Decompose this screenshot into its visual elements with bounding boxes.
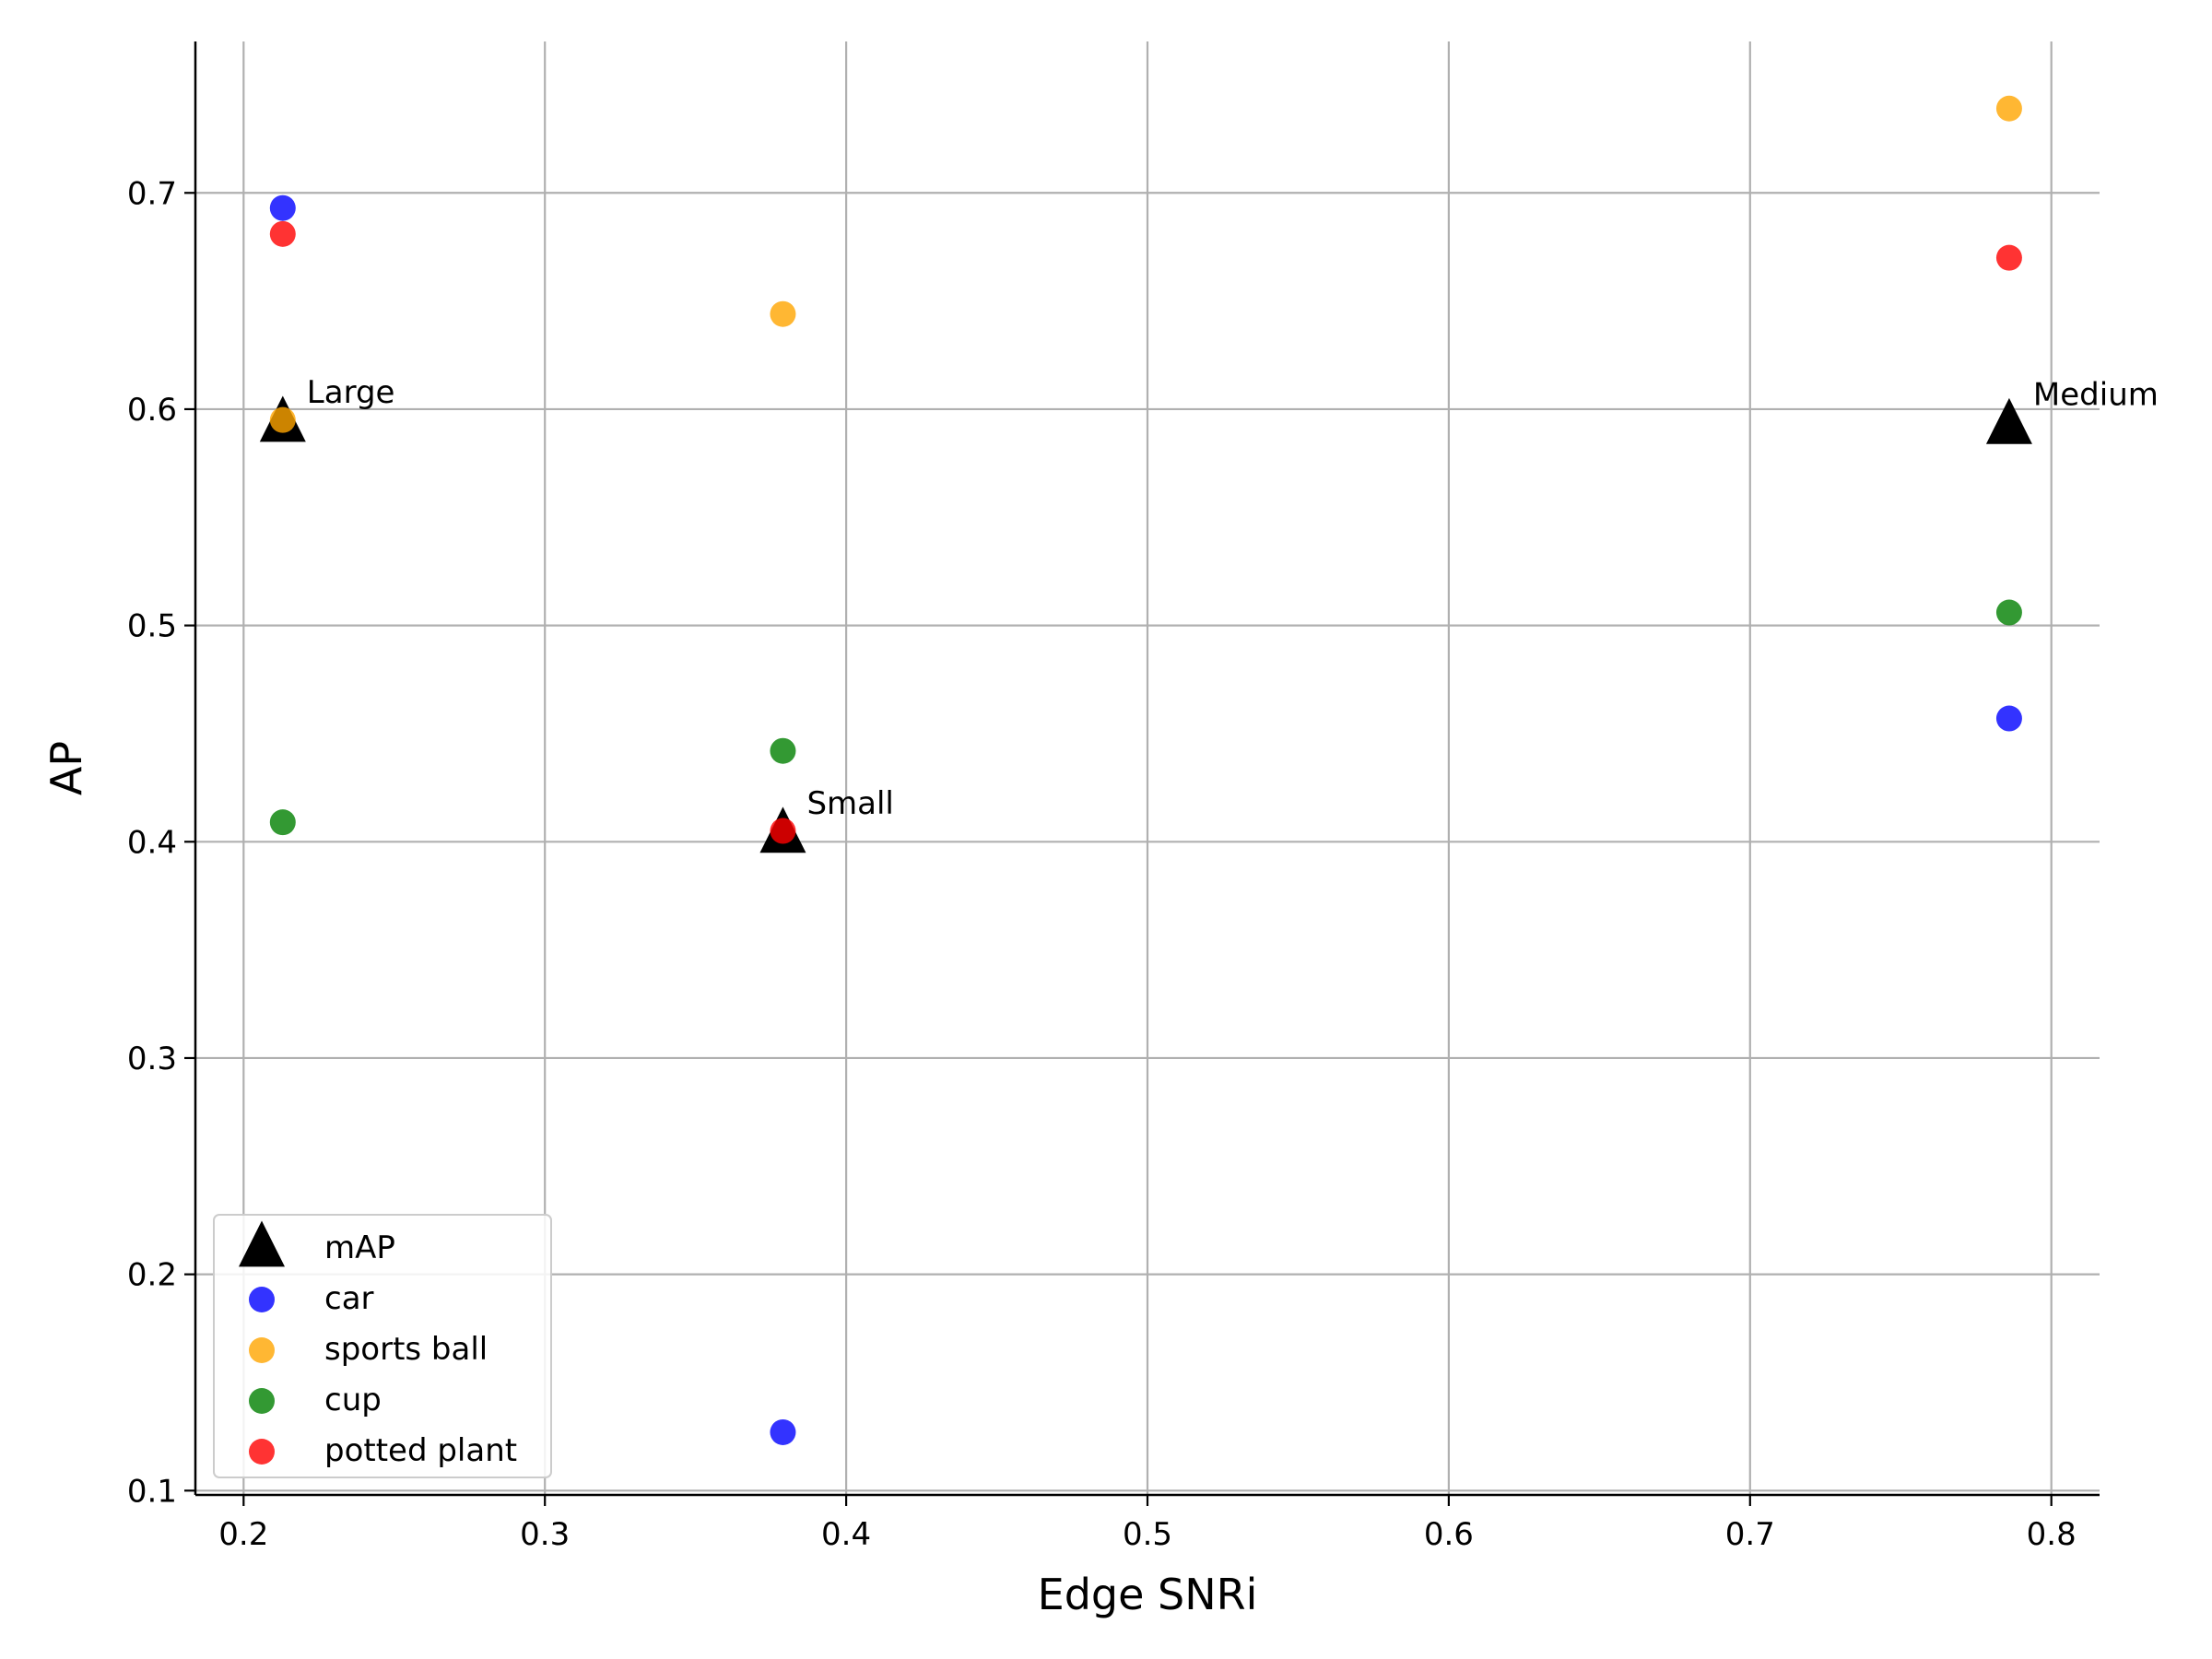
point-potted-plant bbox=[1995, 244, 2022, 271]
y-tick-label: 0.2 bbox=[127, 1257, 177, 1294]
legend-label: car bbox=[324, 1280, 374, 1317]
x-tick-label: 0.7 bbox=[1725, 1516, 1775, 1553]
legend-swatch-potted-plant bbox=[249, 1439, 275, 1465]
point-label: Small bbox=[806, 785, 893, 822]
legend: mAP car sports ball cup potted plant bbox=[213, 1214, 552, 1478]
point-sports-ball bbox=[269, 406, 296, 433]
point-potted-plant bbox=[269, 220, 296, 247]
grid bbox=[195, 41, 2100, 1495]
legend-label: sports ball bbox=[324, 1331, 488, 1368]
legend-box bbox=[213, 1214, 552, 1478]
legend-swatch-cup bbox=[249, 1388, 275, 1414]
x-tick-label: 0.4 bbox=[821, 1516, 871, 1553]
point-cup bbox=[269, 809, 296, 836]
point-car bbox=[1995, 705, 2022, 732]
point-car bbox=[269, 194, 296, 221]
point-label: Large bbox=[307, 374, 395, 411]
point-potted-plant bbox=[770, 818, 796, 844]
x-tick-label: 0.8 bbox=[2027, 1516, 2077, 1553]
point-sports-ball bbox=[1995, 95, 2022, 122]
y-tick-label: 0.7 bbox=[127, 175, 177, 212]
legend-swatch-car bbox=[249, 1287, 275, 1312]
legend-swatch-map bbox=[239, 1220, 285, 1267]
point-car bbox=[770, 1418, 796, 1445]
x-axis-title: Edge SNRi bbox=[1038, 1570, 1258, 1619]
y-tick-label: 0.3 bbox=[127, 1041, 177, 1077]
legend-label: cup bbox=[324, 1382, 382, 1418]
data-points bbox=[259, 95, 2032, 1445]
axis-ticks: 0.2 0.3 0.4 0.5 0.6 0.7 0.8 0.1 0.2 0.3 0.4 0.5 0.6 0… bbox=[127, 175, 2077, 1553]
x-tick-label: 0.3 bbox=[520, 1516, 570, 1553]
y-axis-title: AP bbox=[41, 741, 91, 795]
map-marker bbox=[1985, 397, 2032, 444]
y-tick-label: 0.6 bbox=[127, 392, 177, 429]
y-tick-label: 0.5 bbox=[127, 608, 177, 645]
x-tick-label: 0.2 bbox=[218, 1516, 268, 1553]
point-cup bbox=[770, 737, 796, 764]
legend-swatch-sports-ball bbox=[249, 1337, 275, 1363]
legend-label: mAP bbox=[324, 1230, 395, 1266]
x-tick-label: 0.6 bbox=[1424, 1516, 1474, 1553]
point-annotations: Large Small Medium bbox=[307, 374, 2159, 822]
point-sports-ball bbox=[770, 300, 796, 327]
point-label: Medium bbox=[2033, 376, 2159, 413]
point-cup bbox=[1995, 599, 2022, 626]
y-tick-label: 0.1 bbox=[127, 1473, 177, 1510]
x-tick-label: 0.5 bbox=[1123, 1516, 1172, 1553]
legend-label: potted plant bbox=[324, 1432, 517, 1469]
y-tick-label: 0.4 bbox=[127, 824, 177, 861]
